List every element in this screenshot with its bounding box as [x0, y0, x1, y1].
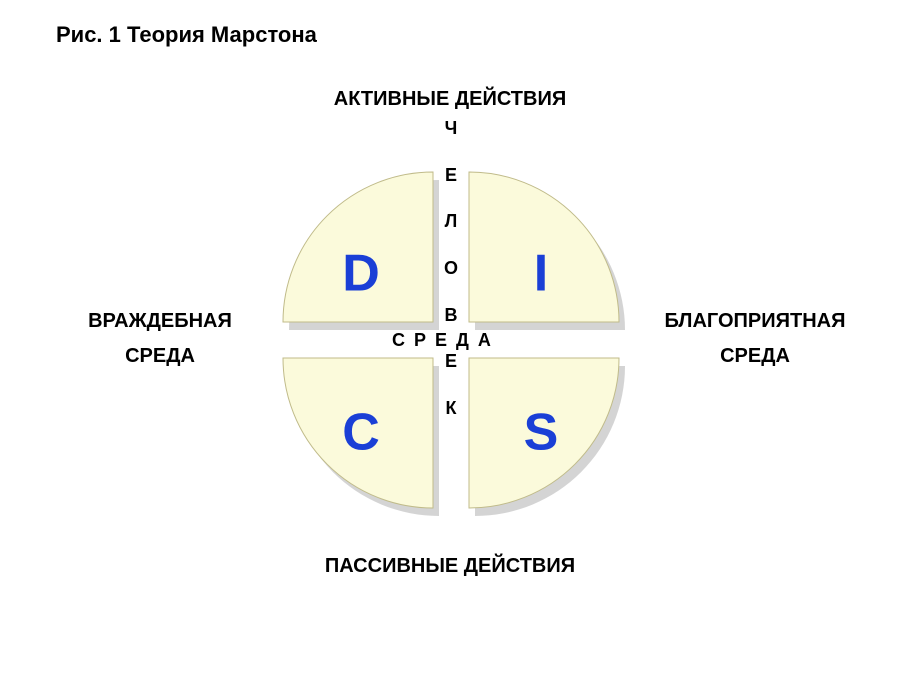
center-vertical-letter: К [441, 398, 461, 419]
center-vertical-letter: Ч [441, 118, 461, 139]
center-vertical-letter: О [441, 258, 461, 279]
center-horizontal-word: СРЕДА [392, 330, 500, 351]
center-vertical-letter: В [441, 305, 461, 326]
center-vertical-letter: Л [441, 211, 461, 232]
quadrant-s-letter: S [524, 404, 559, 462]
quadrant-i-letter: I [534, 245, 548, 303]
center-vertical-letter: Е [441, 351, 461, 372]
quadrant-d-letter: D [342, 245, 380, 303]
quadrant-c-letter: C [342, 404, 380, 462]
center-vertical-letter: Е [441, 165, 461, 186]
